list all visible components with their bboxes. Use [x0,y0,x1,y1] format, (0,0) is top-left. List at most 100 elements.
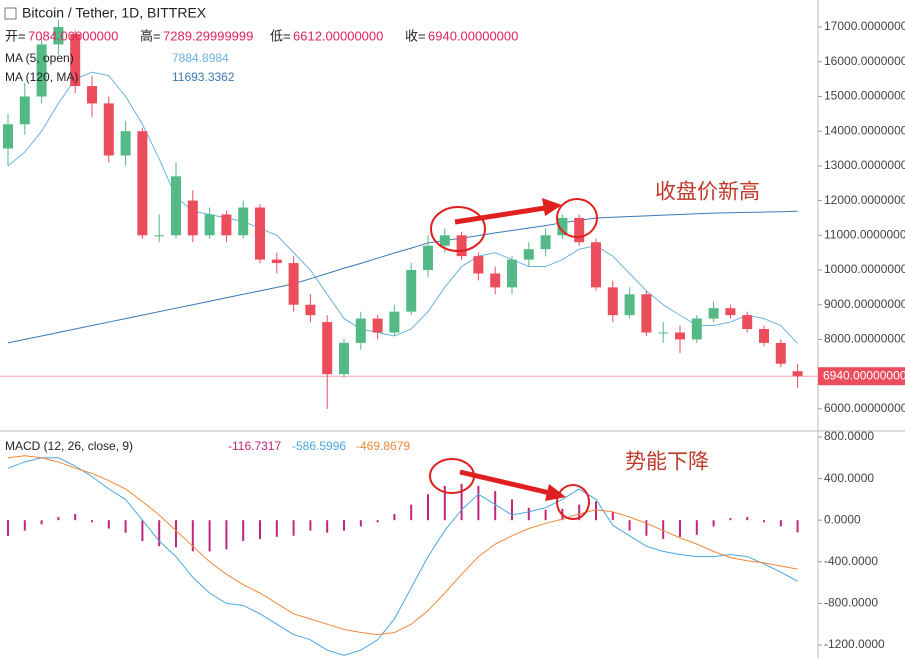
y-tick-label: 6000.00000000 [824,401,905,415]
histogram-bar [746,517,749,521]
legend-label: MA (120, MA) [5,70,78,84]
ohlc-label: 开= [5,28,26,43]
annotations [429,198,598,520]
histogram-bar [23,520,26,531]
candle-body [691,318,702,340]
candle-body [70,34,81,87]
macd-line [7,457,798,656]
candle-body [473,256,484,274]
legend-value: -116.7317 [228,439,281,453]
candle-body [406,270,417,312]
candle-body [137,131,148,236]
legend-value: -469.8679 [356,439,410,453]
histogram-bar [225,520,228,550]
histogram-bar [712,520,715,527]
histogram-bar [460,483,463,521]
macd-title: MACD (12, 26, close, 9) [5,439,133,453]
y-tick-label: 10000.0000000 [824,262,905,276]
candle-body [372,318,383,333]
candle-body [305,304,316,316]
candle-body [607,287,618,316]
histogram-bar [410,504,413,521]
legend-value: -586.5996 [292,439,346,453]
y-tick-label: 13000.0000000 [824,158,905,172]
histogram-bar [628,520,631,531]
candle-body [725,308,736,316]
histogram-bar [427,494,429,521]
histogram-bar [494,491,497,521]
histogram-bar [527,507,530,521]
ohlc-label: 收= [405,28,426,43]
ohlc-value: 6612.00000000 [293,28,383,43]
macd-line [7,455,798,636]
histogram-bar [40,520,43,525]
candle-body [624,294,635,316]
candle-body [87,86,97,104]
histogram-bar [124,520,127,533]
candle-body [759,329,769,343]
histogram-bar [679,520,681,537]
candle-body [490,273,501,288]
chart-title: Bitcoin / Tether, 1D, BITTREX [22,5,207,21]
candle-body [456,235,467,257]
histogram-bar [57,517,60,521]
candle-body [154,235,165,237]
candle-body [540,235,551,250]
candle-body [641,294,652,333]
candle-body [523,249,534,260]
candle-body [591,242,601,288]
histogram-bar [74,513,77,521]
arrow [454,205,546,225]
legend-value: 7884.8984 [172,51,229,65]
histogram-bar [158,520,161,547]
histogram-bar [191,520,194,552]
histogram-bar [662,520,665,539]
histogram-bar [511,499,513,521]
candle-body [238,207,249,236]
histogram-bar [611,511,614,521]
y-tick-label: -400.0000 [824,554,878,568]
y-tick-label: 14000.0000000 [824,123,905,137]
y-tick-label: 11000.0000000 [824,227,905,241]
candle-body [792,371,803,377]
histogram-bar [259,520,261,539]
ohlc-value: 7289.29999999 [163,28,253,43]
highlight-circle [556,484,590,520]
y-tick-label: -800.0000 [824,596,878,610]
y-tick-label: -1200.0000 [824,637,885,651]
ma-line [7,210,798,344]
histogram-bar [595,501,597,521]
last-price-tag [818,367,905,386]
candle-body [675,332,685,340]
annotation: 收盘价新高 [655,181,760,204]
y-tick-label: 12000.0000000 [824,193,905,207]
candle-body [389,311,400,333]
candle-body [3,124,13,149]
histogram-bar [763,520,765,523]
histogram-bar [343,520,345,531]
candle-body [658,332,669,334]
histogram-bar [175,520,177,548]
legend-label: MA (5, open) [5,51,74,65]
y-tick-label: 16000.0000000 [824,54,905,68]
y-tick-label: 17000.0000000 [824,19,905,33]
candle-body [322,322,333,375]
histogram-bar [376,520,379,523]
ohlc-value: 7084.00000000 [28,28,118,43]
collapse-icon[interactable] [4,7,17,20]
y-tick-label: 800.0000 [824,429,874,443]
candle-body [171,176,181,236]
candle-body [120,131,131,156]
histogram-bar [796,520,799,533]
last-price-label: 6940.00000000 [823,368,905,382]
legend-value: 11693.3362 [172,70,235,84]
candle-body [221,214,232,236]
candle-body [557,217,568,236]
candle-body [19,96,30,125]
histogram-bar [326,520,329,533]
histogram-bar [779,520,782,527]
candle-body [339,342,349,375]
